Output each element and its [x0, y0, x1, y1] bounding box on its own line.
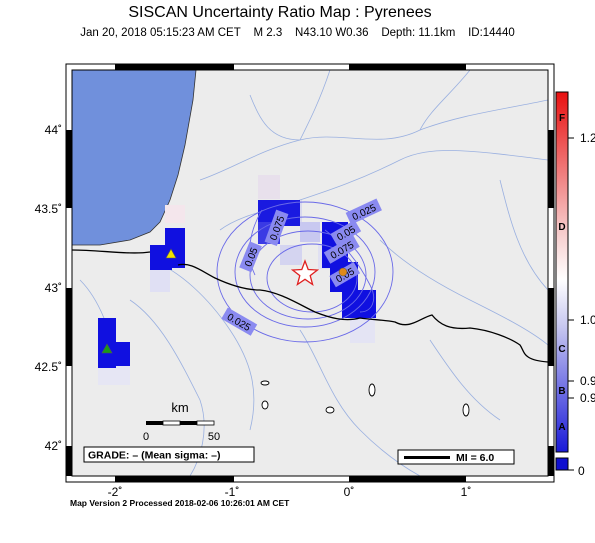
- event-magnitude: M 2.3: [253, 27, 283, 39]
- scalebar-unit: km: [171, 400, 188, 415]
- colorbar-letter: C: [558, 344, 565, 355]
- event-date: Jan 20, 2018 05:15:23 AM CET: [80, 27, 241, 39]
- event-id: ID:14440: [468, 27, 515, 39]
- scalebar: km 0 50: [143, 400, 220, 443]
- lon-label: -1˚: [225, 485, 240, 499]
- islands: [260, 380, 470, 417]
- lat-label: 43.5˚: [35, 202, 62, 216]
- station-green-icon: [101, 343, 113, 354]
- event-depth: Depth: 11.1km: [381, 27, 456, 39]
- border: [72, 249, 548, 363]
- map-footer: Map Version 2 Processed 2018-02-06 10:26…: [70, 498, 290, 508]
- grade-box: [83, 446, 255, 463]
- event-location: N43.10 W0.36: [295, 27, 369, 39]
- colorbar-gradient: [555, 91, 569, 453]
- colorbar-letter: F: [559, 113, 565, 124]
- colorbar-letter: D: [558, 222, 565, 233]
- colorbar-min-swatch: [555, 457, 569, 471]
- scalebar-max: 50: [208, 431, 220, 443]
- map-area: 0.025 0.075 0.05 0.05 0.075 0.05: [72, 70, 548, 476]
- colorbar: F D C B A 1.2 1.0 0.9 0.9 0: [555, 91, 595, 478]
- lat-label: 44˚: [45, 123, 62, 137]
- scalebar-min: 0: [143, 431, 149, 443]
- colorbar-value: 0.9: [580, 391, 595, 405]
- lon-label: 0˚: [344, 485, 355, 499]
- colorbar-letter: B: [558, 386, 565, 397]
- map-title: SISCAN Uncertainty Ratio Map : Pyrenees: [128, 4, 432, 21]
- station-yellow-icon: [165, 248, 177, 259]
- lat-label: 43˚: [45, 281, 62, 295]
- colorbar-value: 1.2: [580, 131, 595, 145]
- colorbar-value: 0: [578, 464, 585, 478]
- lat-label: 42˚: [45, 439, 62, 453]
- lat-label: 42.5˚: [35, 360, 62, 374]
- mi-legend-line: [404, 456, 450, 459]
- mi-legend-box: [397, 449, 515, 465]
- colorbar-value: 1.0: [580, 313, 595, 327]
- lon-labels: -2˚ -1˚ 0˚ 1˚: [108, 485, 472, 499]
- grade-text: GRADE: – (Mean sigma: –): [88, 450, 220, 462]
- station-orange-icon: [338, 267, 348, 277]
- lon-label: 1˚: [461, 485, 472, 499]
- lat-labels: 44˚ 43.5˚ 43˚ 42.5˚ 42˚: [35, 123, 62, 453]
- map-frame: [65, 63, 555, 483]
- colorbar-value: 0.9: [580, 374, 595, 388]
- star-icon: [290, 259, 320, 287]
- rivers: [79, 70, 548, 476]
- map-subtitle: Jan 20, 2018 05:15:23 AM CET M 2.3 N43.1…: [0, 27, 595, 39]
- mi-legend-text: MI = 6.0: [456, 452, 494, 464]
- lon-label: -2˚: [108, 485, 123, 499]
- colorbar-letter: A: [558, 422, 565, 433]
